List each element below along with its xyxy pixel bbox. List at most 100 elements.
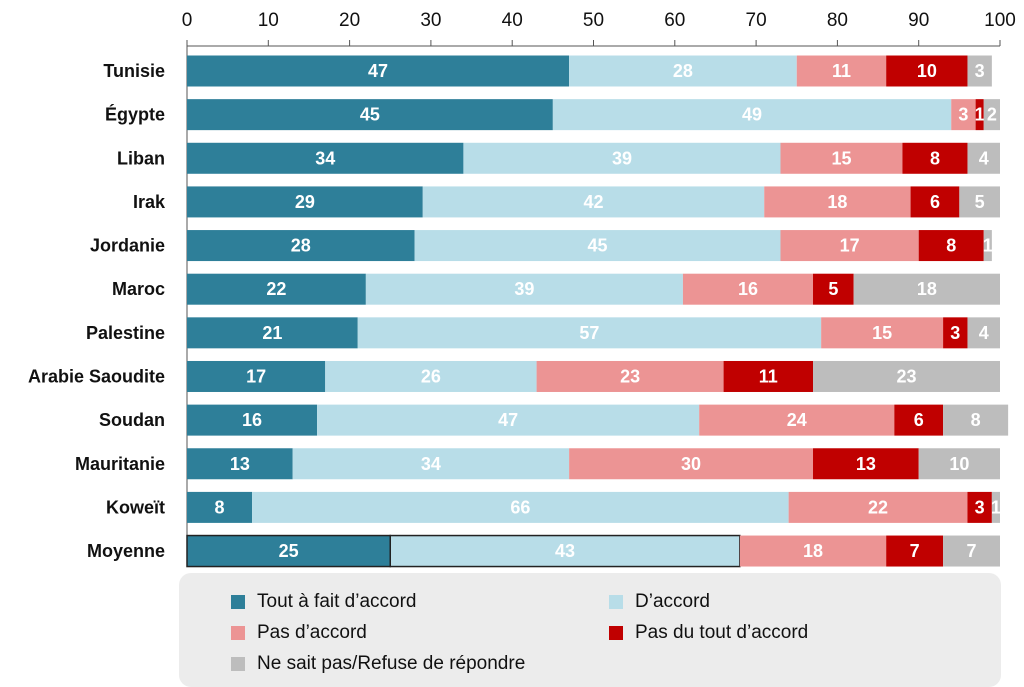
legend-label: Ne sait pas/Refuse de répondre xyxy=(257,653,526,674)
category-label: Soudan xyxy=(99,410,165,430)
data-label: 66 xyxy=(510,497,530,517)
data-label: 1 xyxy=(983,236,993,256)
legend-label: D’accord xyxy=(635,591,710,612)
data-label: 1 xyxy=(975,105,985,125)
data-label: 6 xyxy=(914,410,924,430)
x-tick-label: 50 xyxy=(583,10,604,31)
legend-item-ne-sait-pas: Ne sait pas/Refuse de répondre xyxy=(231,653,525,675)
data-label: 21 xyxy=(262,323,282,343)
bar-segment xyxy=(569,55,797,87)
category-label: Koweït xyxy=(106,497,165,517)
data-label: 25 xyxy=(279,541,299,561)
bar-segment xyxy=(788,491,968,523)
bar-segment xyxy=(967,491,992,523)
data-label: 4 xyxy=(979,148,989,168)
x-tick-label: 30 xyxy=(420,10,441,31)
data-label: 5 xyxy=(828,279,838,299)
data-label: 22 xyxy=(868,497,888,517)
data-label: 3 xyxy=(975,61,985,81)
bar-segment xyxy=(292,448,570,480)
bar-segment xyxy=(780,142,903,174)
category-label: Maroc xyxy=(112,279,165,299)
category-label: Irak xyxy=(133,192,166,212)
data-label: 24 xyxy=(787,410,807,430)
bar-segment xyxy=(187,230,415,262)
bar-segment xyxy=(959,186,1000,218)
bar-segment xyxy=(187,186,423,218)
data-label: 45 xyxy=(360,105,380,125)
x-tick-label: 40 xyxy=(502,10,523,31)
x-tick-label: 0 xyxy=(182,10,193,31)
bar-segment xyxy=(967,317,1000,349)
data-label: 39 xyxy=(514,279,534,299)
bar-segment xyxy=(389,534,741,568)
data-label: 45 xyxy=(588,236,608,256)
legend-swatch xyxy=(231,595,245,609)
bar-segment xyxy=(764,186,911,218)
data-label: 3 xyxy=(950,323,960,343)
bar-segment xyxy=(918,230,984,262)
data-label: 18 xyxy=(917,279,937,299)
data-label: 8 xyxy=(930,148,940,168)
bar-segment xyxy=(682,273,814,305)
bar-segment xyxy=(317,404,700,436)
bars: 47 28 11 10 345 49 3 1 234 39 15 8 429 42 18 6 528 45 17 8 1… xyxy=(186,55,1009,568)
data-label: 2 xyxy=(987,105,997,125)
data-label: 34 xyxy=(315,148,335,168)
data-label: 8 xyxy=(971,410,981,430)
bar-segment xyxy=(853,273,1000,305)
bar-segment xyxy=(894,404,944,436)
data-label: 47 xyxy=(368,61,388,81)
bar-segment xyxy=(910,186,960,218)
bar-segment xyxy=(569,448,814,480)
data-label: 47 xyxy=(498,410,518,430)
data-label: 26 xyxy=(421,366,441,386)
x-tick-label: 100 xyxy=(984,10,1016,31)
bar-segment xyxy=(796,55,887,87)
bar-segment xyxy=(186,534,391,568)
bar-segment xyxy=(552,99,952,131)
bar-segment xyxy=(918,448,1000,480)
bar-segment xyxy=(422,186,765,218)
bar-segment xyxy=(187,360,326,392)
data-label: 34 xyxy=(421,454,441,474)
stacked-bar-chart: 0 10 20 30 40 50 60 70 80 90 100 Tunisie Égypte Liba… xyxy=(28,10,1016,568)
data-label: 57 xyxy=(579,323,599,343)
category-label: Arabie Saoudite xyxy=(28,366,165,386)
bar-segment xyxy=(187,142,464,174)
bar-segment xyxy=(414,230,781,262)
data-label: 49 xyxy=(742,105,762,125)
data-label: 11 xyxy=(832,61,851,81)
category-label: Palestine xyxy=(86,323,165,343)
data-label: 15 xyxy=(872,323,892,343)
bar-segment xyxy=(983,230,992,262)
data-label: 23 xyxy=(620,366,640,386)
bar-segment xyxy=(991,491,1000,523)
category-label: Tunisie xyxy=(103,61,165,81)
bar-segment xyxy=(536,360,724,392)
bar-segment xyxy=(187,491,253,523)
data-label: 8 xyxy=(215,497,225,517)
data-label: 16 xyxy=(242,410,262,430)
bar-segment xyxy=(951,99,976,131)
bar-segment xyxy=(943,317,968,349)
data-label: 1 xyxy=(991,497,1001,517)
bar-segment xyxy=(252,491,789,523)
legend-swatch xyxy=(609,626,623,640)
data-label: 10 xyxy=(949,454,969,474)
legend-label: Pas du tout d’accord xyxy=(635,622,809,643)
category-label: Liban xyxy=(117,148,165,168)
legend: Tout à fait d’accord D’accord Pas d’acco… xyxy=(179,573,1001,687)
bar-segment xyxy=(813,273,854,305)
legend-swatch xyxy=(231,626,245,640)
legend-label: Pas d’accord xyxy=(257,622,367,643)
x-axis: 0 10 20 30 40 50 60 70 80 90 100 xyxy=(182,10,1016,567)
legend-item-pas-du-tout: Pas du tout d’accord xyxy=(609,622,808,644)
bar-segment xyxy=(886,55,968,87)
bar-segment xyxy=(699,404,895,436)
category-label: Égypte xyxy=(105,104,165,125)
bar-segment xyxy=(187,99,553,131)
bar-segment xyxy=(943,535,1000,567)
data-label: 42 xyxy=(583,192,603,212)
legend-item-tout-a-fait: Tout à fait d’accord xyxy=(231,591,416,613)
